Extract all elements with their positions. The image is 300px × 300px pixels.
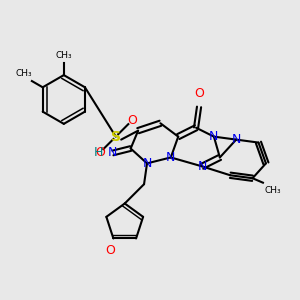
Text: H: H (93, 146, 103, 160)
Text: N: N (142, 157, 152, 170)
Text: O: O (106, 244, 115, 257)
Text: CH₃: CH₃ (15, 69, 32, 78)
Text: N: N (209, 130, 219, 143)
Text: N: N (108, 146, 118, 160)
Text: N: N (197, 160, 207, 173)
Text: S: S (111, 130, 121, 144)
Text: CH₃: CH₃ (56, 51, 72, 60)
Text: O: O (95, 146, 105, 159)
Text: O: O (127, 114, 137, 127)
Text: N: N (232, 133, 241, 146)
Text: N: N (166, 151, 176, 164)
Text: O: O (194, 87, 204, 101)
Text: CH₃: CH₃ (264, 186, 281, 195)
